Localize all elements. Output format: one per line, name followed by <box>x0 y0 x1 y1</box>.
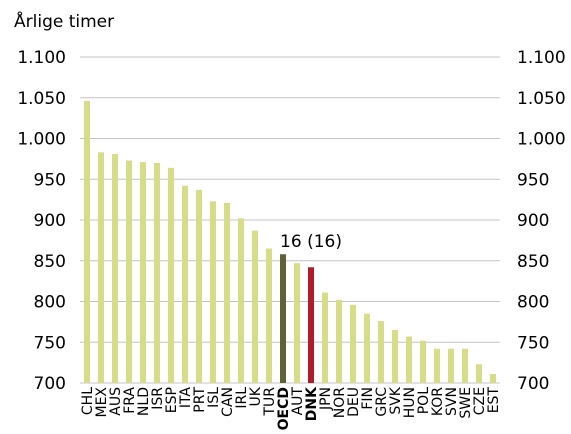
y-tick-label-left: 700 <box>34 374 66 394</box>
y-tick-label-right: 800 <box>517 293 549 313</box>
y-tick-label-left: 1.000 <box>17 130 66 150</box>
x-tick-label: EST <box>486 387 502 414</box>
bar-aus <box>112 153 118 383</box>
x-tick-label: POL <box>416 387 432 414</box>
x-tick-label: KOR <box>430 387 446 416</box>
x-tick-label: FRA <box>122 387 138 414</box>
bar-tur <box>266 248 272 383</box>
x-tick-label: NOR <box>332 387 348 418</box>
x-tick-label: CAN <box>220 387 236 417</box>
bar-isl <box>210 201 216 383</box>
x-tick-label: OECD <box>276 387 292 430</box>
x-tick-label: GRC <box>374 387 390 417</box>
x-tick-label: TUR <box>262 387 278 417</box>
bar-ita <box>182 185 188 383</box>
bar-pol <box>420 340 426 383</box>
x-tick-label: SVK <box>388 386 404 414</box>
y-axis-title: Årlige timer <box>14 12 115 32</box>
bar-aut <box>294 263 300 383</box>
y-tick-label-left: 750 <box>34 333 66 353</box>
x-tick-label: DEU <box>346 387 362 417</box>
bar-fra <box>126 160 132 383</box>
x-tick-label: IRL <box>234 387 250 409</box>
x-tick-label: ESP <box>164 387 180 413</box>
y-tick-label-left: 900 <box>34 211 66 231</box>
bar-deu <box>350 304 356 383</box>
y-tick-label-right: 850 <box>517 252 549 272</box>
bar-cze <box>476 364 482 383</box>
bar-swe <box>462 348 468 383</box>
x-tick-label: ITA <box>178 387 194 409</box>
rank-annotation: 16 (16) <box>280 232 342 252</box>
x-tick-label: AUS <box>108 387 124 416</box>
y-tick-label-left: 950 <box>34 170 66 190</box>
x-tick-label: SVN <box>444 387 460 416</box>
x-tick-label: PRT <box>192 387 208 413</box>
x-tick-label: AUT <box>290 387 306 416</box>
y-tick-label-left: 1.100 <box>17 48 66 68</box>
x-tick-label: MEX <box>94 387 110 418</box>
y-tick-label-right: 950 <box>517 170 549 190</box>
bar-kor <box>434 348 440 383</box>
bar-dnk <box>308 267 314 383</box>
bar-svk <box>392 330 398 383</box>
bar-nld <box>140 162 146 383</box>
y-tick-label-left: 1.050 <box>17 89 66 109</box>
bar-esp <box>168 167 174 383</box>
x-tick-label: HUN <box>402 387 418 418</box>
bar-jpn <box>322 292 328 383</box>
bar-uk <box>252 230 258 383</box>
bar-est <box>490 374 496 383</box>
y-tick-label-right: 700 <box>517 374 549 394</box>
bar-prt <box>196 189 202 383</box>
x-tick-label: NLD <box>136 387 152 416</box>
x-tick-label: CHL <box>80 387 96 415</box>
bar-oecd <box>280 254 286 383</box>
y-tick-label-right: 1.000 <box>517 130 566 150</box>
y-tick-label-right: 1.050 <box>517 89 566 109</box>
x-tick-label: UK <box>248 386 264 406</box>
x-tick-label: DNK <box>304 386 320 421</box>
bar-nor <box>336 299 342 383</box>
bar-fin <box>364 313 370 383</box>
bar-isr <box>154 162 160 383</box>
bar-grc <box>378 321 384 383</box>
bar-hun <box>406 336 412 383</box>
y-tick-label-right: 900 <box>517 211 549 231</box>
y-tick-label-left: 850 <box>34 252 66 272</box>
bar-svn <box>448 348 454 383</box>
bar-irl <box>238 218 244 383</box>
x-tick-label: SWE <box>458 387 474 419</box>
y-tick-label-right: 750 <box>517 333 549 353</box>
x-tick-label: FIN <box>360 387 376 410</box>
x-tick-label: ISR <box>150 387 166 410</box>
y-tick-label-left: 800 <box>34 293 66 313</box>
x-tick-label: CZE <box>472 387 488 415</box>
bar-mex <box>98 152 104 383</box>
bar-chl <box>84 101 90 383</box>
x-tick-label: JPN <box>318 387 334 411</box>
x-tick-label: ISL <box>206 387 222 408</box>
y-tick-label-right: 1.100 <box>517 48 566 68</box>
bar-can <box>224 202 230 383</box>
